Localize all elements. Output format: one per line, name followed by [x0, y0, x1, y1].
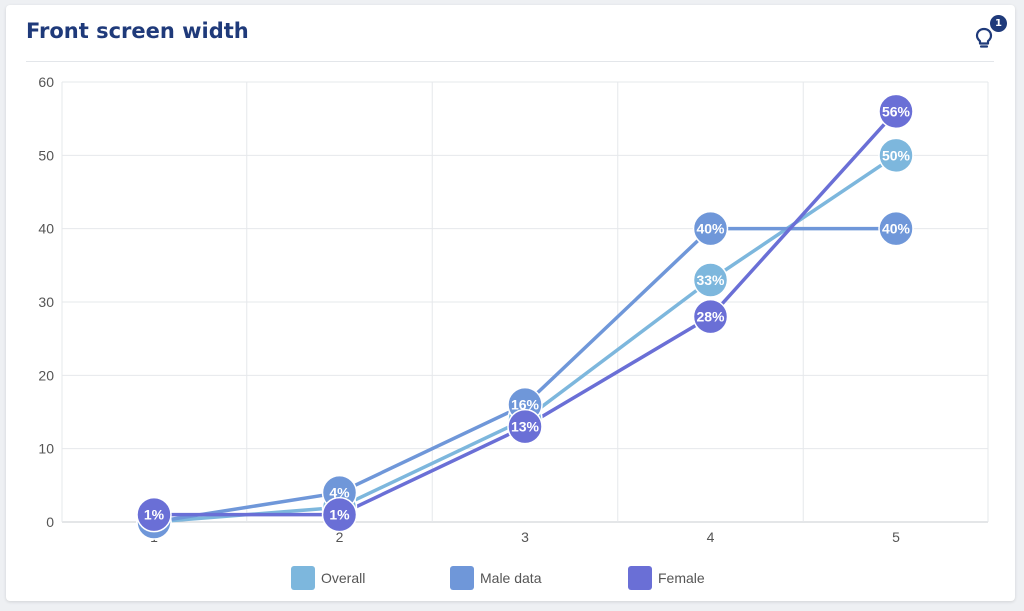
data-point-female: [321, 496, 358, 533]
data-point-female: [692, 298, 729, 335]
y-tick-label: 10: [38, 441, 54, 457]
data-label-female: 1%: [144, 507, 165, 523]
title-divider: [26, 61, 994, 62]
legend-swatch: [291, 566, 315, 590]
y-tick-label: 20: [38, 367, 54, 383]
legend-swatch: [450, 566, 474, 590]
data-label-male-data: 40%: [696, 221, 725, 237]
legend-label: Overall: [321, 570, 366, 586]
data-label-female: 28%: [696, 309, 725, 325]
data-point-overall: [878, 137, 914, 174]
x-tick-label: 3: [521, 529, 529, 545]
legend-label: Male data: [480, 570, 542, 586]
x-tick-label: 5: [892, 529, 900, 545]
y-tick-label: 30: [38, 294, 54, 310]
x-tick-label: 4: [707, 529, 715, 545]
data-point-female: [878, 93, 914, 130]
hint-button[interactable]: 1: [972, 15, 1007, 49]
data-point-male-data: [692, 210, 729, 247]
y-tick-label: 60: [38, 74, 54, 90]
data-label-female: 1%: [329, 507, 350, 523]
legend-label: Female: [658, 570, 705, 586]
data-label-male-data: 4%: [329, 485, 350, 501]
lightbulb-icon: [975, 27, 993, 48]
series-line-female: [154, 110, 898, 517]
legend-swatch: [628, 566, 652, 590]
data-label-male-data: 40%: [882, 221, 911, 237]
data-point-female: [507, 408, 543, 445]
chart-legend: Overall Male data Female: [6, 565, 1015, 591]
y-tick-label: 50: [38, 147, 54, 163]
data-label-male-data: 16%: [511, 397, 540, 413]
line-chart: 0102030405060123450%2%14%33%50%0%4%16%40…: [38, 74, 989, 545]
data-point-overall: [692, 262, 729, 298]
data-label-female: 56%: [882, 103, 911, 119]
data-point-female: [136, 496, 172, 533]
data-label-female: 13%: [511, 419, 540, 435]
chart-card: Front screen width 1 0102030405060123450…: [6, 5, 1015, 601]
chart-title: Front screen width: [26, 19, 249, 43]
x-tick-label: 2: [336, 529, 344, 545]
y-tick-label: 0: [46, 514, 54, 530]
data-label-overall: 33%: [696, 272, 725, 288]
data-point-male-data: [878, 210, 914, 247]
series-line-overall: [153, 153, 897, 524]
y-tick-label: 40: [38, 221, 54, 237]
data-label-overall: 50%: [882, 147, 911, 163]
hint-count-badge: 1: [990, 15, 1007, 32]
